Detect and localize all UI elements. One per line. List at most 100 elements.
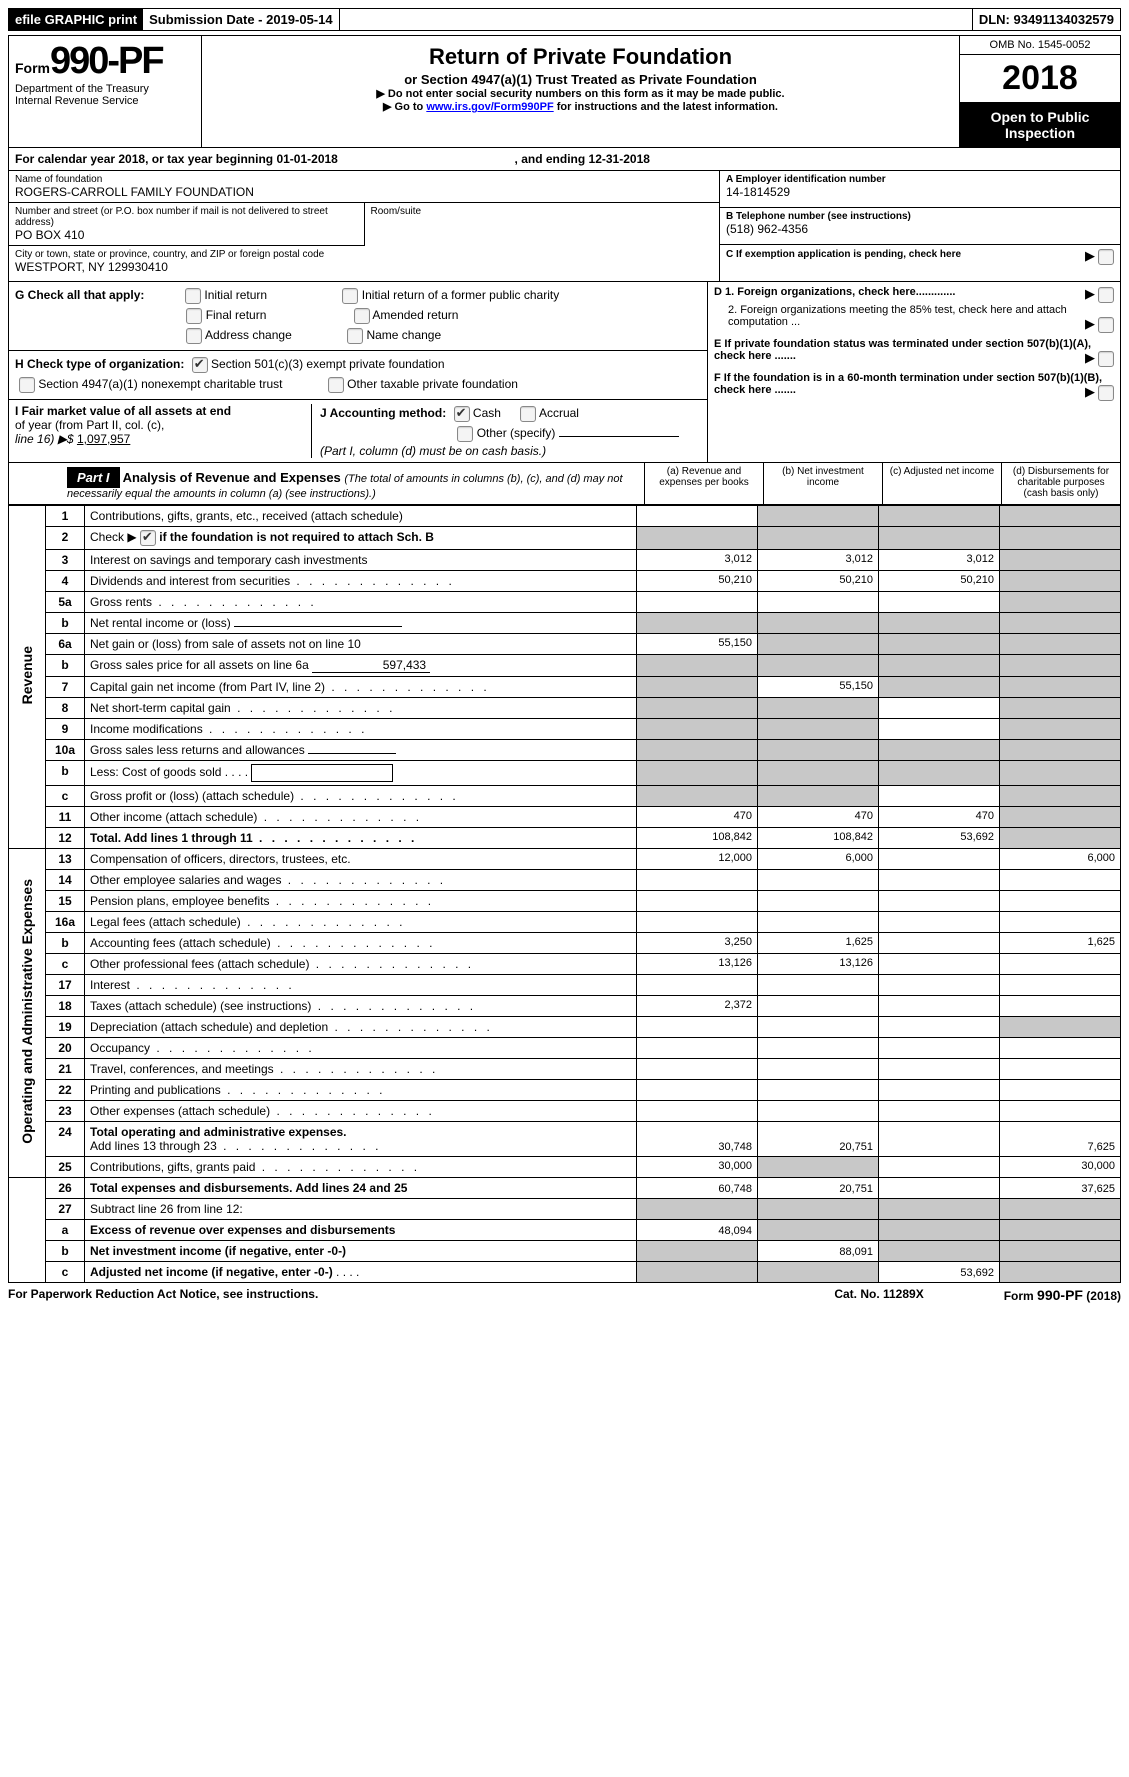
table-row: 16aLegal fees (attach schedule) [9, 912, 1121, 933]
table-row: 22Printing and publications [9, 1080, 1121, 1101]
city-label: City or town, state or province, country… [15, 249, 713, 260]
checkbox-status-terminated[interactable] [1098, 351, 1114, 367]
table-row: 12Total. Add lines 1 through 11108,84210… [9, 828, 1121, 849]
table-row: 18Taxes (attach schedule) (see instructi… [9, 996, 1121, 1017]
table-row: 21Travel, conferences, and meetings [9, 1059, 1121, 1080]
checkbox-initial-return-former[interactable] [342, 288, 358, 304]
ein-value: 14-1814529 [726, 185, 1114, 199]
calendar-year-line: For calendar year 2018, or tax year begi… [8, 148, 1121, 171]
checkbox-address-change[interactable] [186, 328, 202, 344]
table-row: aExcess of revenue over expenses and dis… [9, 1220, 1121, 1241]
checkbox-60month-term[interactable] [1098, 385, 1114, 401]
form-subtitle-2: ▶ Do not enter social security numbers o… [208, 87, 953, 100]
table-row: 10aGross sales less returns and allowanc… [9, 740, 1121, 761]
checkbox-other-method[interactable] [457, 426, 473, 442]
section-d1: D 1. Foreign organizations, check here..… [714, 286, 1114, 298]
table-row: Operating and Administrative Expenses 13… [9, 849, 1121, 870]
checkbox-foreign-org[interactable] [1098, 287, 1114, 303]
table-row: 26Total expenses and disbursements. Add … [9, 1178, 1121, 1199]
dept-label: Department of the Treasury [15, 83, 195, 95]
table-row: 2Check ▶ if the foundation is not requir… [9, 527, 1121, 550]
table-row: bNet rental income or (loss) [9, 613, 1121, 634]
checkbox-cash[interactable] [454, 406, 470, 422]
checkbox-accrual[interactable] [520, 406, 536, 422]
table-row: cAdjusted net income (if negative, enter… [9, 1262, 1121, 1283]
table-row: 24Total operating and administrative exp… [9, 1122, 1121, 1157]
street-value: PO BOX 410 [15, 228, 358, 242]
tax-year: 2018 [960, 55, 1120, 103]
checkbox-sch-b-not-required[interactable] [140, 530, 156, 546]
page-footer: For Paperwork Reduction Act Notice, see … [8, 1283, 1121, 1303]
table-row: bAccounting fees (attach schedule)3,2501… [9, 933, 1121, 954]
ein-label: A Employer identification number [726, 174, 1114, 185]
room-label: Room/suite [371, 206, 714, 217]
checkbox-amended-return[interactable] [354, 308, 370, 324]
line-6b-value: 597,433 [312, 658, 430, 673]
form-subtitle-1: or Section 4947(a)(1) Trust Treated as P… [208, 72, 953, 87]
fmv-value: 1,097,957 [77, 432, 130, 446]
table-row: 4Dividends and interest from securities5… [9, 571, 1121, 592]
table-row: cOther professional fees (attach schedul… [9, 954, 1121, 975]
section-j: J Accounting method: Cash Accrual Other … [312, 404, 701, 458]
form-number: Form990-PF [15, 40, 195, 83]
table-row: bGross sales price for all assets on lin… [9, 655, 1121, 677]
paperwork-notice: For Paperwork Reduction Act Notice, see … [8, 1287, 318, 1303]
checkbox-name-change[interactable] [347, 328, 363, 344]
table-row: 7Capital gain net income (from Part IV, … [9, 677, 1121, 698]
name-label: Name of foundation [15, 174, 713, 185]
irs-label: Internal Revenue Service [15, 95, 195, 107]
checkbox-85pct-test[interactable] [1098, 317, 1114, 333]
exemption-pending-label: C If exemption application is pending, c… [726, 249, 961, 260]
dln-label: DLN: 93491134032579 [973, 9, 1120, 30]
exemption-pending-checkbox[interactable] [1098, 249, 1114, 265]
table-row: 14Other employee salaries and wages [9, 870, 1121, 891]
table-row: 5aGross rents [9, 592, 1121, 613]
city-value: WESTPORT, NY 129930410 [15, 260, 713, 274]
table-row: 19Depreciation (attach schedule) and dep… [9, 1017, 1121, 1038]
checkbox-initial-return[interactable] [185, 288, 201, 304]
table-row: cGross profit or (loss) (attach schedule… [9, 786, 1121, 807]
street-label: Number and street (or P.O. box number if… [15, 206, 358, 228]
table-row: 3Interest on savings and temporary cash … [9, 550, 1121, 571]
phone-value: (518) 962-4356 [726, 222, 1114, 236]
section-d2: 2. Foreign organizations meeting the 85%… [714, 304, 1114, 328]
checkbox-4947a1[interactable] [19, 377, 35, 393]
table-row: 27Subtract line 26 from line 12: [9, 1199, 1121, 1220]
table-row: 6aNet gain or (loss) from sale of assets… [9, 634, 1121, 655]
expenses-side-label: Operating and Administrative Expenses [9, 849, 46, 1178]
part-label: Part I [67, 467, 120, 488]
part-i-header: Part I Analysis of Revenue and Expenses … [8, 463, 1121, 505]
section-f: F If the foundation is in a 60-month ter… [714, 372, 1114, 396]
form-footer-label: Form 990-PF (2018) [1004, 1287, 1121, 1303]
checkbox-501c3[interactable] [192, 357, 208, 373]
table-row: 15Pension plans, employee benefits [9, 891, 1121, 912]
table-row: 8Net short-term capital gain [9, 698, 1121, 719]
checkbox-other-taxable[interactable] [328, 377, 344, 393]
table-row: bLess: Cost of goods sold . . . . [9, 761, 1121, 786]
form-header: Form990-PF Department of the Treasury In… [8, 35, 1121, 148]
entity-info: Name of foundation ROGERS-CARROLL FAMILY… [8, 171, 1121, 282]
sections-g-through-j: G Check all that apply: Initial return I… [8, 282, 1121, 463]
table-row: 23Other expenses (attach schedule) [9, 1101, 1121, 1122]
col-d-header: (d) Disbursements for charitable purpose… [1001, 463, 1120, 504]
lines-table: Revenue 1Contributions, gifts, grants, e… [8, 505, 1121, 1283]
table-row: 25Contributions, gifts, grants paid30,00… [9, 1157, 1121, 1178]
section-h: H Check type of organization: Section 50… [9, 350, 707, 399]
table-row: Revenue 1Contributions, gifts, grants, e… [9, 506, 1121, 527]
efile-label: efile GRAPHIC print [9, 9, 143, 30]
irs-link[interactable]: www.irs.gov/Form990PF [426, 101, 553, 113]
form-title: Return of Private Foundation [208, 44, 953, 70]
open-inspection: Open to Public Inspection [960, 103, 1120, 147]
table-row: bNet investment income (if negative, ent… [9, 1241, 1121, 1262]
foundation-name: ROGERS-CARROLL FAMILY FOUNDATION [15, 185, 713, 199]
col-a-header: (a) Revenue and expenses per books [644, 463, 763, 504]
table-row: 9Income modifications [9, 719, 1121, 740]
revenue-side-label: Revenue [9, 506, 46, 849]
submission-date: Submission Date - 2019-05-14 [143, 9, 340, 30]
top-bar: efile GRAPHIC print Submission Date - 20… [8, 8, 1121, 31]
cat-number: Cat. No. 11289X [834, 1287, 923, 1303]
table-row: 17Interest [9, 975, 1121, 996]
checkbox-final-return[interactable] [186, 308, 202, 324]
table-row: 20Occupancy [9, 1038, 1121, 1059]
col-c-header: (c) Adjusted net income [882, 463, 1001, 504]
